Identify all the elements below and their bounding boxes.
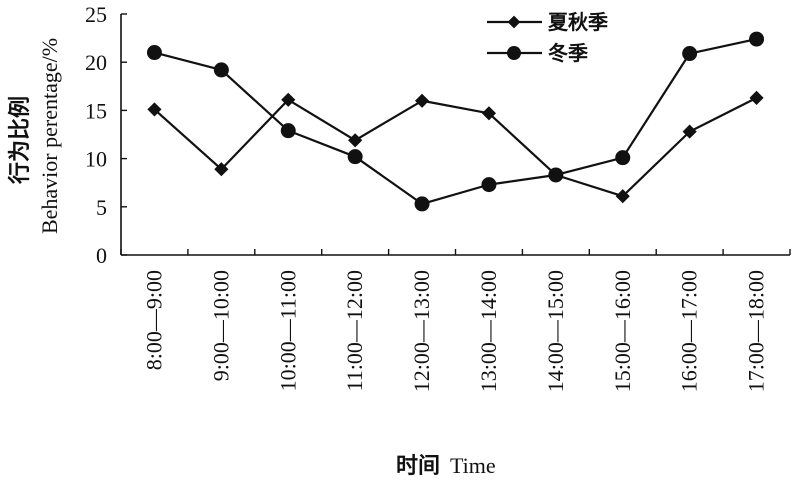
data-point-winter bbox=[280, 123, 296, 139]
data-point-winter bbox=[682, 46, 698, 62]
series-layer bbox=[146, 31, 765, 212]
y-tick-label: 10 bbox=[85, 147, 107, 172]
x-tick-label: 14:00—15:00 bbox=[543, 270, 568, 392]
data-point-summer-autumn bbox=[414, 93, 430, 108]
x-tick-label: 9:00—10:00 bbox=[208, 270, 233, 381]
legend-marker-diamond bbox=[507, 15, 521, 29]
x-tick-label: 10:00—11:00 bbox=[275, 270, 300, 391]
data-point-summer-autumn bbox=[749, 90, 764, 105]
y-ticks: 0 5 10 15 20 25 bbox=[85, 2, 127, 268]
x-tick-label: 16:00—17:00 bbox=[677, 270, 702, 392]
legend-marker-circle bbox=[507, 46, 521, 60]
x-tick-label: 17:00—18:00 bbox=[744, 270, 769, 392]
legend-label-summer-autumn: 夏秋季 bbox=[548, 10, 608, 34]
x-tick-label: 15:00—16:00 bbox=[610, 270, 635, 392]
x-tick-label: 8:00—9:00 bbox=[141, 270, 166, 370]
data-point-winter bbox=[213, 62, 229, 78]
data-point-winter bbox=[414, 196, 430, 212]
y-tick-label: 0 bbox=[96, 243, 107, 268]
x-ticks: 8:00—9:00 9:00—10:00 10:00—11:00 11:00—12:0… bbox=[120, 249, 791, 392]
data-point-summer-autumn bbox=[214, 162, 229, 177]
data-point-summer-autumn bbox=[682, 124, 697, 139]
x-axis-title-en: Time bbox=[450, 453, 496, 478]
data-point-winter bbox=[146, 45, 162, 61]
x-axis-title-cn: 时间 bbox=[396, 454, 440, 479]
series-line-summer-autumn bbox=[153, 96, 758, 198]
data-point-winter bbox=[548, 167, 564, 183]
x-tick-label: 11:00—12:00 bbox=[342, 270, 367, 391]
data-point-summer-autumn bbox=[281, 92, 296, 107]
data-point-summer-autumn bbox=[615, 189, 630, 204]
y-tick-label: 25 bbox=[85, 2, 107, 27]
series-line-winter bbox=[154, 37, 757, 206]
y-tick-label: 5 bbox=[96, 195, 107, 220]
data-point-summer-autumn bbox=[348, 133, 363, 148]
data-point-winter bbox=[347, 149, 363, 165]
y-tick-label: 20 bbox=[85, 50, 107, 75]
y-axis-title-cn: 行为比例 bbox=[7, 96, 33, 185]
y-axis-title-en: Behavior perentage/% bbox=[37, 38, 62, 234]
legend-label-winter: 冬季 bbox=[548, 41, 588, 65]
legend: 夏秋季 冬季 bbox=[487, 10, 608, 65]
data-point-winter bbox=[615, 150, 631, 166]
data-point-summer-autumn bbox=[481, 106, 497, 121]
data-point-winter bbox=[749, 31, 765, 47]
x-tick-label: 12:00—13:00 bbox=[409, 270, 434, 392]
x-tick-label: 13:00—14:00 bbox=[476, 270, 501, 392]
data-point-winter bbox=[481, 177, 497, 193]
y-tick-label: 15 bbox=[85, 98, 107, 123]
